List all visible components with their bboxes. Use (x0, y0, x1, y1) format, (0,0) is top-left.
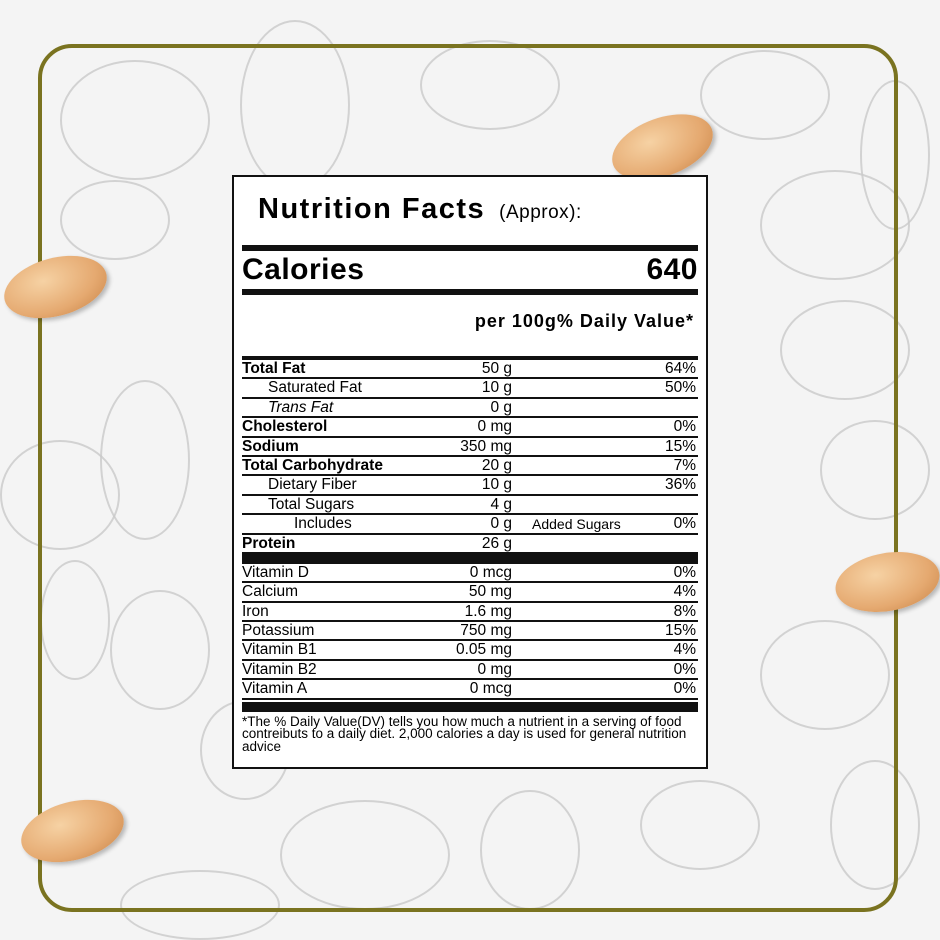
nutrient-amount: 0 g (490, 398, 512, 416)
added-sugars-label: Added Sugars (532, 516, 621, 533)
daily-value: 0% (673, 680, 696, 698)
peanut-sketch (700, 50, 830, 140)
title-text: Nutrition Facts (258, 193, 486, 225)
nutrient-name: Dietary Fiber (268, 476, 357, 494)
nutrient-name: Vitamin A (242, 680, 308, 698)
daily-value: 50% (664, 379, 696, 397)
nutrient-row: Total Fat 50 g 64% (242, 360, 698, 380)
nutrient-row: Vitamin B2 0 mg 0% (242, 660, 698, 681)
daily-value: 0% (673, 515, 696, 533)
nutrient-amount: 4 g (490, 495, 512, 513)
nutrient-row: Saturated Fat 10 g 50% (242, 379, 698, 399)
nutrient-row: Total Sugars 4 g (242, 495, 698, 516)
nutrient-row: Iron 1.6 mg 8% (242, 602, 698, 623)
nutrient-name: Vitamin D (242, 563, 309, 581)
nutrient-name: Potassium (242, 622, 315, 640)
calories-value: 640 (646, 253, 698, 286)
title-note: (Approx): (499, 202, 582, 223)
nutrient-amount: 50 g (481, 360, 512, 377)
vitamin-list: Vitamin D 0 mcg 0% Calcium 50 mg 4% Iron 1.6 mg… (242, 564, 698, 700)
nutrient-name: Vitamin B2 (242, 660, 317, 678)
nutrient-amount: 0 mcg (469, 680, 512, 698)
peanut-sketch (60, 180, 170, 260)
nutrient-row: Protein 26 g (242, 535, 698, 554)
daily-value: 4% (673, 641, 696, 659)
nutrient-amount: 10 g (481, 379, 512, 397)
nutrient-amount: 0 g (490, 515, 512, 533)
footnote: *The % Daily Value(DV) tells you how muc… (242, 713, 687, 754)
nutrient-name: Protein (242, 534, 296, 552)
peanut-sketch (780, 300, 910, 400)
nutrient-name: Total Sugars (268, 495, 355, 513)
nutrient-row: Cholesterol 0 mg 0% (242, 418, 698, 438)
nutrient-amount: 20 g (481, 456, 512, 474)
daily-value: 36% (664, 476, 696, 494)
peanut-sketch (820, 420, 930, 520)
nutrient-name: Sodium (242, 437, 299, 455)
daily-value (512, 496, 698, 514)
nutrient-row: Sodium 350 mg 15% (242, 438, 698, 457)
nutrient-amount: 0 mg (477, 660, 512, 678)
nutrient-amount: 0 mg (477, 418, 512, 436)
nutrient-row: Vitamin A 0 mcg 0% (242, 680, 698, 700)
label-title: Nutrition Facts (Approx): (242, 177, 698, 245)
column-header: per 100g% Daily Value* (242, 295, 698, 360)
nutrient-amount: 1.6 mg (464, 602, 512, 620)
daily-value: 15% (664, 622, 696, 640)
decorative-frame (38, 44, 898, 912)
nutrient-amount: 0 mcg (469, 563, 512, 581)
calories-label: Calories (242, 253, 365, 286)
divider-bar (242, 701, 698, 712)
nutrient-row: Calcium 50 mg 4% (242, 583, 698, 603)
nutrient-name: Vitamin B1 (242, 641, 317, 659)
nutrient-row: Vitamin D 0 mcg 0% (242, 563, 698, 584)
daily-value: 0% (673, 563, 696, 581)
daily-value: 64% (664, 360, 696, 377)
nutrient-amount: 0.05 mg (455, 641, 512, 659)
nutrient-list: Total Fat 50 g 64% Saturated Fat 10 g 50% Tran… (242, 360, 698, 554)
nutrient-name: Trans Fat (268, 398, 334, 416)
daily-value (512, 535, 698, 553)
nutrient-amount: 26 g (481, 534, 512, 552)
daily-value: 7% (673, 456, 696, 474)
nutrient-amount: 350 mg (460, 437, 512, 455)
nutrient-name: Calcium (242, 583, 298, 601)
daily-value (512, 399, 698, 417)
daily-value: 0% (673, 418, 696, 436)
nutrient-row: Trans Fat 0 g (242, 398, 698, 419)
peanut-sketch (760, 170, 910, 280)
nutrient-amount: 50 mg (468, 583, 512, 601)
daily-value: 15% (664, 437, 696, 455)
nutrient-name: Iron (242, 602, 269, 620)
divider-bar (242, 553, 698, 564)
nutrient-row: Vitamin B1 0.05 mg 4% (242, 641, 698, 661)
nutrient-amount: 10 g (481, 476, 512, 494)
calories-row: Calories 640 (242, 245, 698, 295)
nutrient-name: Includes (294, 515, 352, 533)
peanut-sketch (120, 870, 280, 940)
nutrient-name: Cholesterol (242, 418, 328, 436)
nutrition-facts-label: Nutrition Facts (Approx): Calories 640 p… (232, 175, 708, 769)
daily-value: 0% (673, 660, 696, 678)
peanut-sketch (0, 440, 120, 550)
nutrient-row: Potassium 750 mg 15% (242, 622, 698, 642)
peanut-sketch (640, 780, 760, 870)
daily-value: 4% (673, 583, 696, 601)
nutrient-row: Includes 0 g 0% Added Sugars (242, 515, 698, 535)
nutrient-name: Total Fat (242, 360, 306, 377)
nutrient-amount: 750 mg (460, 622, 512, 640)
nutrient-row: Dietary Fiber 10 g 36% (242, 476, 698, 496)
nutrient-name: Saturated Fat (268, 379, 362, 397)
peanut-sketch (420, 40, 560, 130)
peanut-sketch (60, 60, 210, 180)
nutrient-name: Total Carbohydrate (242, 456, 383, 474)
peanut-sketch (110, 590, 210, 710)
nutrient-row: Total Carbohydrate 20 g 7% (242, 456, 698, 477)
peanut-sketch (760, 620, 890, 730)
daily-value: 8% (673, 602, 696, 620)
